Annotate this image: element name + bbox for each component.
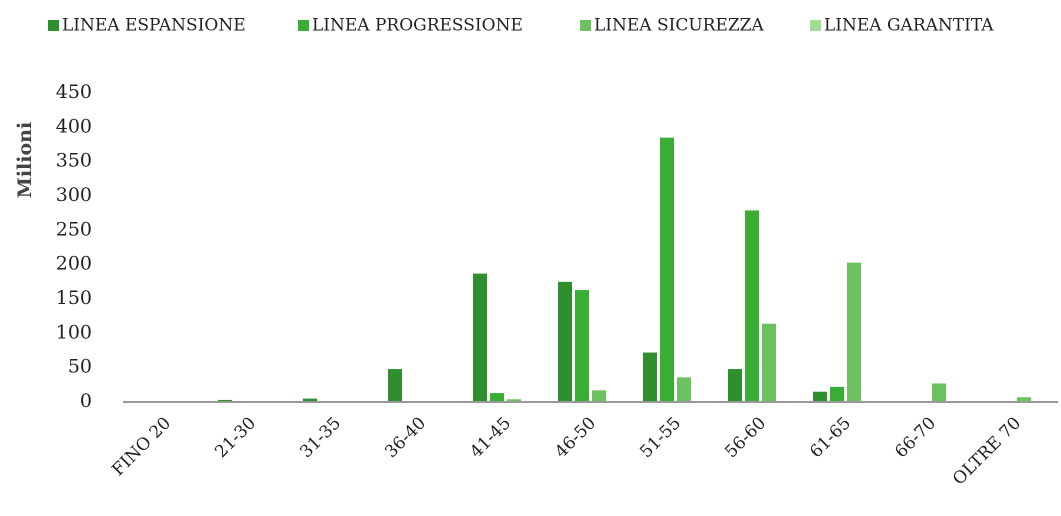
legend-label: LINEA GARANTITA (824, 16, 994, 36)
x-tick-label: 46-50 (551, 413, 600, 462)
bar (1017, 397, 1031, 402)
legend-swatch (810, 20, 821, 31)
legend-swatch (580, 20, 591, 31)
y-tick-label: 200 (56, 253, 92, 275)
legend-label: LINEA ESPANSIONE (62, 16, 246, 36)
x-tick-label: OLTRE 70 (949, 413, 1025, 489)
bar (473, 273, 487, 402)
x-tick-label: 36-40 (381, 413, 430, 462)
y-tick-label: 300 (56, 184, 92, 206)
x-tick-label: 66-70 (891, 413, 940, 462)
bar (847, 262, 861, 402)
y-tick-label: 50 (68, 356, 92, 378)
bar (932, 383, 946, 402)
bar (558, 281, 572, 402)
y-tick-label: 0 (80, 390, 92, 412)
x-tick-label: 21-30 (211, 413, 260, 462)
legend-label: LINEA PROGRESSIONE (312, 16, 523, 36)
legend-swatch (48, 20, 59, 31)
y-tick-label: 350 (56, 150, 92, 172)
y-tick-label: 100 (56, 321, 92, 343)
x-tick-label: FINO 20 (108, 413, 175, 480)
bar (830, 386, 844, 402)
bar (507, 399, 521, 402)
bar (388, 369, 402, 402)
bar (490, 393, 504, 402)
bar (218, 399, 232, 402)
legend-swatch (298, 20, 309, 31)
bar (660, 137, 674, 402)
y-tick-label: 450 (56, 81, 92, 103)
x-tick-label: 51-55 (636, 413, 685, 462)
bar (592, 390, 606, 402)
x-tick-label: 41-45 (466, 413, 515, 462)
bar (575, 290, 589, 402)
y-axis-label: Milioni (14, 122, 36, 198)
x-tick-label: 61-65 (806, 413, 855, 462)
x-tick-label: 31-35 (296, 413, 345, 462)
y-tick-label: 400 (56, 115, 92, 137)
bar (762, 323, 776, 402)
bar (677, 377, 691, 402)
y-tick-label: 150 (56, 287, 92, 309)
bar (303, 398, 317, 402)
y-tick-label: 250 (56, 218, 92, 240)
bar (813, 391, 827, 402)
legend-label: LINEA SICUREZZA (594, 16, 764, 36)
bar (745, 210, 759, 402)
x-tick-label: 56-60 (721, 413, 770, 462)
bar (643, 352, 657, 402)
bar (728, 369, 742, 402)
